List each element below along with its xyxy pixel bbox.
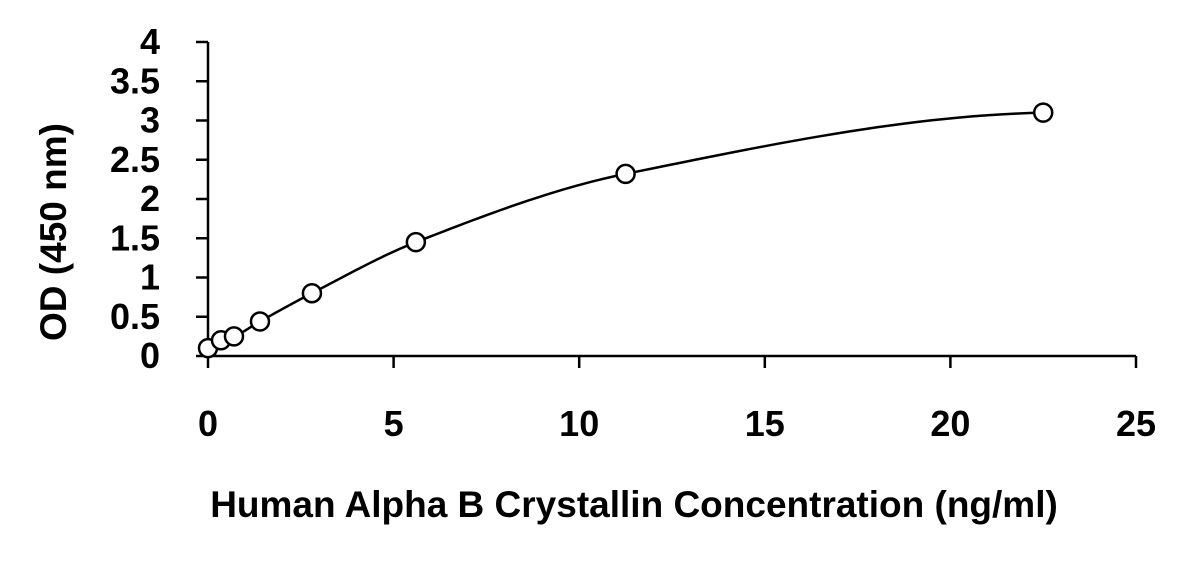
x-tick-label: 20 <box>930 403 970 444</box>
y-axis-title: OD (450 nm) <box>33 123 74 341</box>
x-tick-label: 10 <box>559 403 599 444</box>
y-ticks: 00.511.522.533.54 <box>110 21 208 376</box>
fit-curve <box>207 111 1044 350</box>
x-ticks: 0 5 10 15 20 25 <box>198 356 1156 444</box>
y-tick-label: 2 <box>140 178 160 219</box>
data-point <box>223 326 245 347</box>
y-tick-label: 3 <box>140 100 160 141</box>
y-tick-label: 0 <box>140 335 160 376</box>
data-point <box>301 282 323 304</box>
y-tick-label: 0.5 <box>110 296 160 337</box>
y-tick-label: 1 <box>140 257 160 298</box>
data-point <box>249 311 271 332</box>
data-points <box>197 102 1054 359</box>
y-tick-label: 3.5 <box>110 60 160 101</box>
y-tick-label: 2.5 <box>110 139 160 180</box>
x-tick-label: 0 <box>198 403 218 444</box>
x-tick-label: 25 <box>1116 403 1156 444</box>
x-tick-label: 5 <box>384 403 404 444</box>
data-point <box>1032 102 1054 123</box>
data-point <box>615 163 636 185</box>
data-point <box>405 231 427 253</box>
y-tick-label: 1.5 <box>110 217 160 258</box>
plot-area: 00.511.522.533.54 0 5 10 15 20 25 <box>110 21 1156 444</box>
x-axis-title: Human Alpha B Crystallin Concentration (… <box>210 484 1058 525</box>
y-tick-label: 4 <box>140 21 160 62</box>
x-tick-label: 15 <box>745 403 785 444</box>
